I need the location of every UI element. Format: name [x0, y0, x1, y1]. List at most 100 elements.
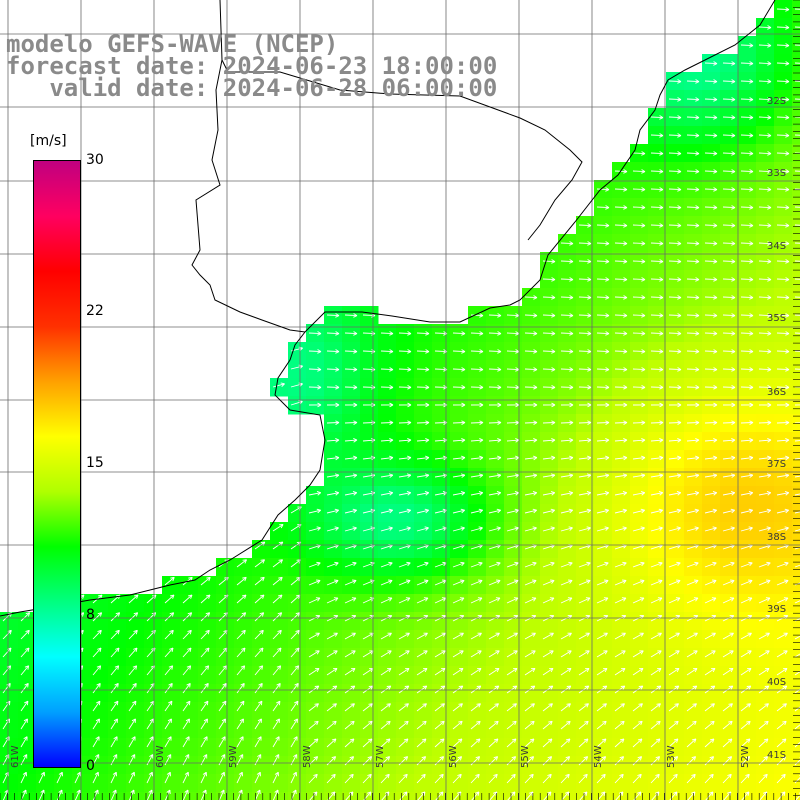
wind-arrow-icon: [525, 791, 534, 800]
wind-arrow-icon: [776, 773, 786, 784]
wind-speed-cell: [738, 774, 757, 793]
wind-arrow-icon: [452, 437, 466, 443]
wind-arrow-icon: [776, 223, 790, 228]
wind-arrow-icon: [776, 25, 790, 30]
wind-arrow-icon: [578, 526, 591, 532]
wind-speed-cell: [666, 648, 685, 667]
wind-arrow-icon: [722, 473, 736, 478]
wind-speed-cell: [594, 414, 613, 433]
wind-speed-cell: [288, 612, 307, 631]
wind-arrow-icon: [92, 612, 103, 622]
wind-arrow-icon: [794, 188, 800, 190]
wind-arrow-icon: [524, 437, 538, 443]
wind-speed-cell: [684, 738, 703, 757]
wind-arrow-icon: [362, 685, 374, 694]
wind-speed-cell: [594, 612, 613, 631]
wind-arrow-icon: [704, 349, 718, 354]
wind-arrow-icon: [416, 579, 429, 586]
wind-speed-cell: [450, 792, 469, 800]
wind-arrow-icon: [470, 367, 484, 372]
wind-arrow-icon: [200, 718, 208, 730]
wind-arrow-icon: [506, 561, 519, 568]
wind-speed-cell: [684, 450, 703, 469]
wind-arrow-icon: [578, 455, 592, 461]
wind-speed-cell: [270, 792, 289, 800]
wind-speed-cell: [720, 468, 739, 487]
wind-arrow-icon: [596, 420, 610, 425]
wind-arrow-icon: [632, 187, 646, 192]
wind-arrow-icon: [776, 561, 789, 568]
wind-arrow-icon: [254, 647, 264, 658]
wind-arrow-icon: [758, 632, 770, 640]
wind-speed-cell: [306, 756, 325, 775]
wind-arrow-icon: [542, 295, 556, 300]
wind-speed-cell: [288, 558, 307, 577]
wind-speed-cell: [612, 594, 631, 613]
wind-arrow-icon: [488, 579, 501, 586]
wind-arrow-icon: [398, 703, 409, 712]
wind-arrow-icon: [794, 296, 800, 298]
wind-arrow-icon: [452, 650, 464, 658]
wind-arrow-icon: [236, 700, 245, 712]
wind-speed-cell: [756, 432, 775, 451]
wind-speed-cell: [666, 522, 685, 541]
wind-speed-cell: [468, 792, 487, 800]
wind-arrow-icon: [686, 331, 700, 336]
wind-speed-cell: [486, 738, 505, 757]
wind-speed-cell: [450, 594, 469, 613]
wind-arrow-icon: [614, 205, 628, 210]
wind-speed-cell: [18, 720, 37, 739]
wind-speed-cell: [522, 504, 541, 523]
wind-speed-cell: [468, 468, 487, 487]
wind-arrow-icon: [560, 367, 574, 372]
wind-speed-cell: [108, 720, 127, 739]
wind-speed-cell: [720, 450, 739, 469]
wind-arrow-icon: [344, 703, 355, 712]
wind-speed-cell: [540, 702, 559, 721]
wind-arrow-icon: [758, 473, 772, 478]
wind-speed-cell: [522, 414, 541, 433]
wind-arrow-icon: [128, 612, 139, 622]
wind-speed-cell: [684, 504, 703, 523]
wind-arrow-icon: [686, 597, 699, 604]
wind-arrow-icon: [110, 771, 117, 784]
wind-arrow-icon: [506, 331, 520, 336]
wind-speed-cell: [324, 666, 343, 685]
wind-arrow-icon: [614, 295, 628, 300]
wind-speed-cell: [324, 468, 343, 487]
wind-speed-cell: [432, 522, 451, 541]
wind-arrow-icon: [398, 650, 410, 658]
wind-arrow-icon: [452, 720, 463, 730]
wind-arrow-icon: [596, 313, 610, 318]
wind-arrow-icon: [470, 561, 483, 568]
wind-speed-cell: [648, 522, 667, 541]
wind-speed-cell: [522, 774, 541, 793]
wind-arrow-icon: [506, 491, 520, 496]
wind-speed-cell: [702, 684, 721, 703]
lat-label: 40S: [767, 677, 787, 688]
wind-arrow-icon: [758, 738, 769, 748]
wind-speed-cell: [738, 468, 757, 487]
wind-speed-cell: [126, 738, 145, 757]
wind-arrow-icon: [740, 295, 754, 300]
wind-arrow-icon: [254, 771, 261, 784]
wind-arrow-icon: [560, 579, 573, 586]
wind-speed-cell: [666, 630, 685, 649]
wind-arrow-icon: [650, 349, 664, 354]
wind-speed-cell: [162, 684, 181, 703]
wind-speed-cell: [342, 612, 361, 631]
wind-arrow-icon: [92, 700, 101, 712]
wind-speed-cell: [198, 594, 217, 613]
wind-speed-cell: [792, 720, 800, 739]
wind-arrow-icon: [326, 384, 340, 390]
wind-speed-cell: [486, 756, 505, 775]
wind-arrow-icon: [686, 169, 700, 174]
wind-speed-cell: [612, 540, 631, 559]
wind-arrow-icon: [236, 718, 244, 730]
wind-speed-cell: [738, 792, 757, 800]
wind-arrow-icon: [254, 629, 264, 640]
wind-arrow-icon: [164, 718, 172, 730]
wind-arrow-icon: [596, 756, 607, 766]
wind-speed-cell: [378, 450, 397, 469]
